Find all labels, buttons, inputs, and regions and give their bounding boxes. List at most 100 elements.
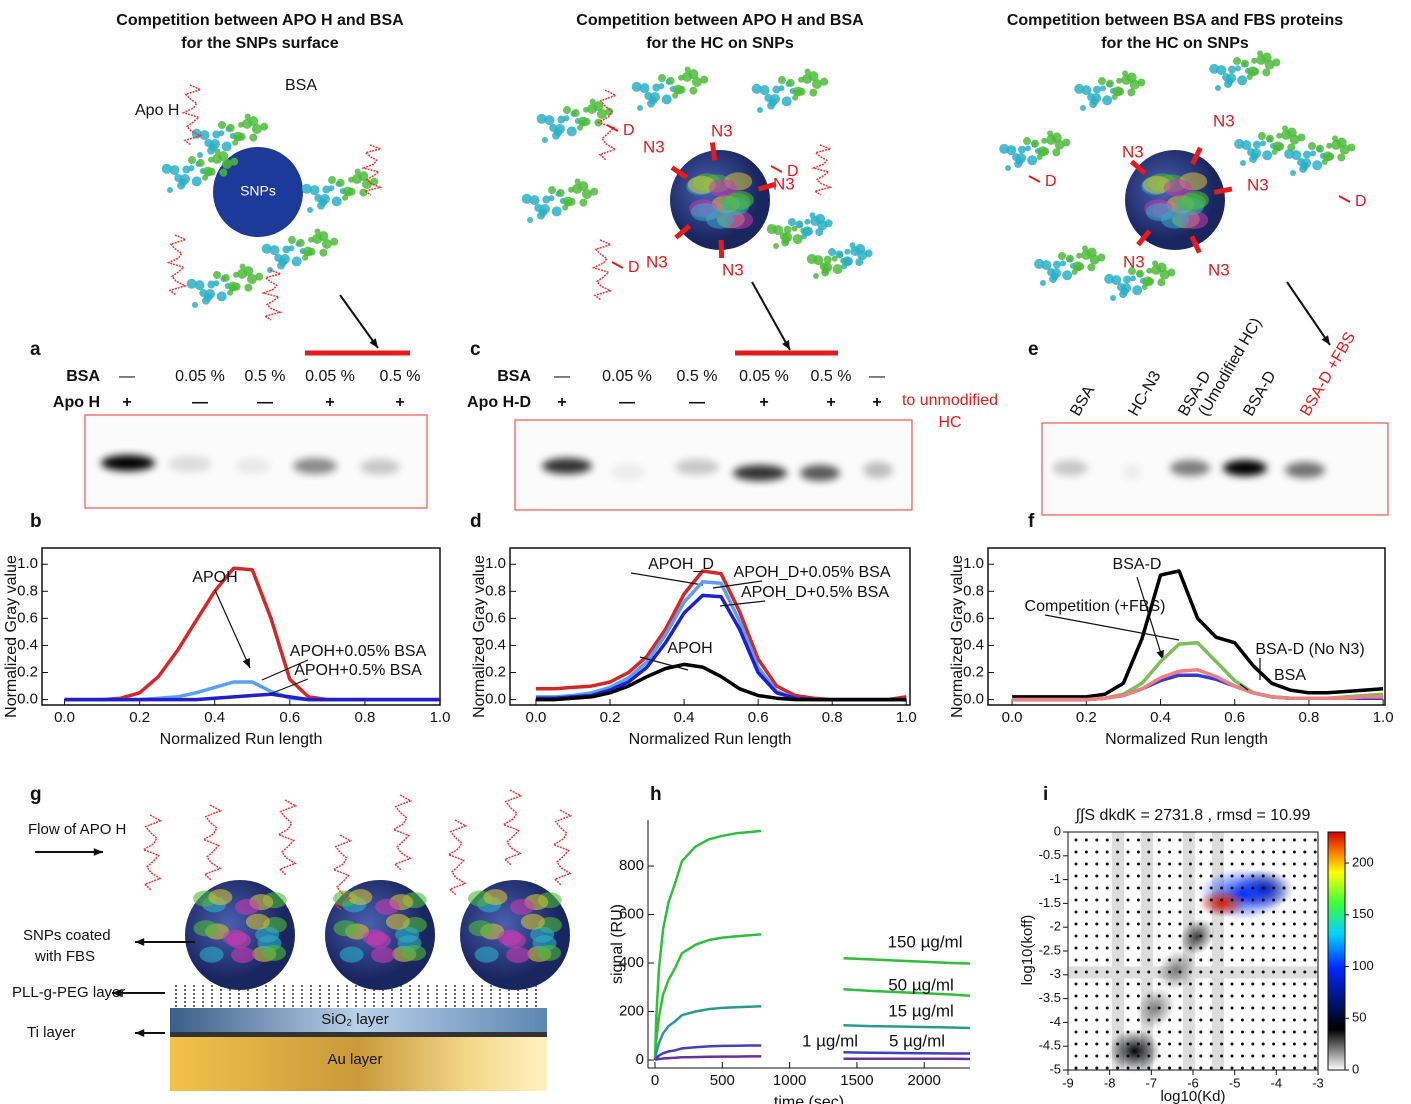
grid-dot — [1209, 886, 1213, 890]
d-label: D — [1355, 193, 1367, 210]
grid-dot — [1230, 838, 1234, 842]
corona-glyph — [690, 203, 719, 222]
apoh-glyph — [596, 89, 618, 161]
grid-dot — [1126, 850, 1130, 854]
grid-dot — [1188, 874, 1192, 878]
series-label: APOH — [192, 569, 237, 586]
grid-dot — [1282, 886, 1286, 890]
grid-dot — [1095, 982, 1099, 986]
protein-glyph — [244, 113, 251, 120]
grid-dot — [1116, 886, 1120, 890]
grid-dot — [1188, 922, 1192, 926]
grid-dot — [1230, 1066, 1234, 1070]
apoh-glyph — [446, 819, 468, 896]
x-tick-label: 0.6 — [748, 709, 769, 726]
gel-lane-label: 0.05 % — [305, 368, 355, 385]
protein-glyph — [773, 243, 779, 249]
grid-dot — [1240, 1042, 1244, 1046]
grid-dot — [1074, 1030, 1078, 1034]
protein-glyph — [688, 69, 699, 80]
y-axis-label: Normalized Gray value — [471, 555, 488, 718]
grid-dot — [1261, 862, 1265, 866]
gel-lane-label: 0.5 % — [677, 368, 718, 385]
protein-glyph — [1122, 275, 1131, 284]
protein-glyph — [1065, 254, 1074, 263]
grid-dot — [1261, 910, 1265, 914]
series-label: APOH_D+0.5% BSA — [741, 584, 889, 601]
protein-glyph — [233, 271, 240, 278]
grid-dot — [1209, 862, 1213, 866]
grid-dot — [1126, 898, 1130, 902]
grid-dot — [1136, 994, 1140, 998]
grid-dot — [1168, 838, 1172, 842]
grid-dot — [1126, 838, 1130, 842]
grid-dot — [1230, 922, 1234, 926]
protein-glyph — [1251, 148, 1262, 159]
grid-dot — [1147, 1054, 1151, 1058]
grid-dot — [1261, 874, 1265, 878]
protein-glyph — [1017, 145, 1026, 154]
grid-dot — [1240, 1006, 1244, 1010]
gel-lane-label: + — [557, 394, 566, 411]
arrow — [214, 589, 251, 669]
grid-dot — [1157, 1006, 1161, 1010]
y-tick-label: 0.4 — [17, 636, 38, 653]
grid-dot — [1272, 1066, 1276, 1070]
d-label: D — [623, 122, 635, 139]
grid-dot — [1178, 1042, 1182, 1046]
y-tick-label: 0.2 — [485, 663, 506, 680]
grid-dot — [1126, 958, 1130, 962]
x-tick-label: 0.8 — [354, 709, 375, 726]
grid-dot — [1303, 958, 1307, 962]
panel-letter: g — [30, 784, 42, 805]
grid-dot — [1230, 1018, 1234, 1022]
protein-glyph — [1240, 160, 1246, 166]
protein-glyph — [791, 225, 798, 232]
grid-dot — [1261, 970, 1265, 974]
grid-dot — [1230, 898, 1234, 902]
gel-lane-label: — — [869, 368, 885, 385]
series-line — [64, 566, 440, 702]
panel-title: for the SNPs surface — [181, 35, 338, 52]
grid-dot — [1282, 850, 1286, 854]
anchor-mark — [757, 181, 777, 192]
x-axis-label: log10(Kd) — [1160, 1088, 1225, 1104]
protein-glyph — [370, 177, 379, 186]
arrow-head — [369, 338, 378, 348]
protein-glyph — [348, 176, 355, 183]
grid-dot — [1188, 886, 1192, 890]
grid-dot — [1136, 946, 1140, 950]
grid-dot — [1147, 982, 1151, 986]
grid-dot — [1074, 1006, 1078, 1010]
protein-glyph — [677, 85, 686, 94]
grid-dot — [1313, 886, 1317, 890]
grid-dot — [1251, 958, 1255, 962]
protein-glyph — [321, 238, 332, 249]
arrow-head — [93, 848, 103, 856]
grid-dot — [1220, 1066, 1224, 1070]
apoh-glyph — [166, 234, 188, 296]
series-label: 5 µg/ml — [889, 1031, 945, 1050]
grid-dot — [1095, 910, 1099, 914]
x-tick-label: 0.0 — [1002, 709, 1023, 726]
arrow — [1136, 576, 1164, 661]
grid-dot — [1095, 994, 1099, 998]
grid-dot — [1220, 838, 1224, 842]
grid-dot — [1074, 862, 1078, 866]
n3-label: N3 — [722, 260, 744, 279]
protein-glyph — [1226, 73, 1237, 84]
grid-dot — [1074, 994, 1078, 998]
panel-title: Competition between APO H and BSA — [576, 12, 864, 29]
protein-glyph — [792, 234, 803, 245]
grid-dot — [1157, 970, 1161, 974]
protein-glyph — [1023, 137, 1032, 146]
grid-dot — [1178, 1030, 1182, 1034]
grid-dot — [1168, 898, 1172, 902]
y-tick-label: 400 — [619, 954, 644, 971]
y-tick-label: 1.0 — [17, 555, 38, 572]
protein-glyph — [844, 248, 851, 255]
grid-dot — [1292, 1018, 1296, 1022]
grid-dot — [1095, 874, 1099, 878]
y-tick-label: 0.8 — [485, 582, 506, 599]
